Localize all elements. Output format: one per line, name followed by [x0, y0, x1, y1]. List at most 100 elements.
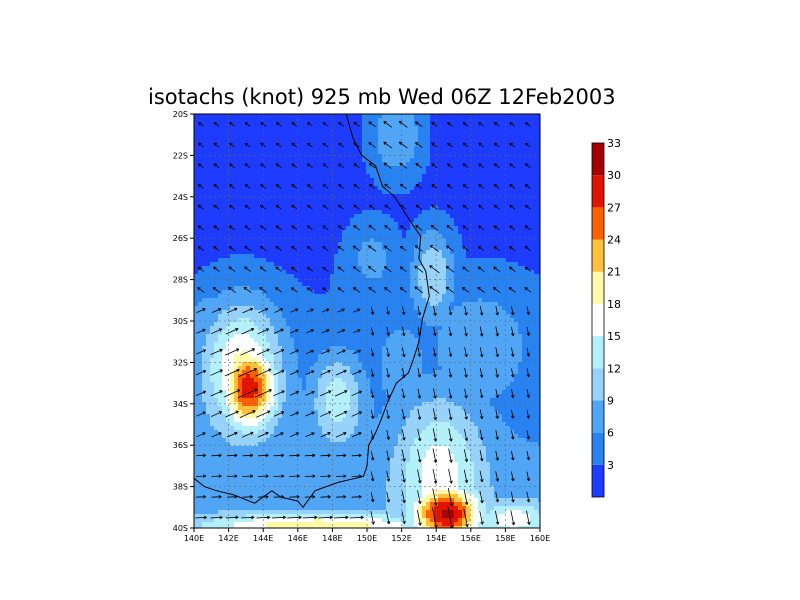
- wind-vector: [493, 122, 500, 127]
- wind-vector: [273, 390, 285, 397]
- wind-vector: [196, 474, 206, 478]
- wind-vector: [291, 225, 298, 231]
- wind-vector: [495, 347, 499, 358]
- wind-vector: [196, 432, 206, 438]
- wind-vector: [479, 510, 484, 525]
- wind-vector: [337, 245, 345, 252]
- wind-vector: [211, 495, 222, 499]
- wind-vector: [196, 495, 207, 499]
- wind-vector: [351, 411, 362, 417]
- wind-vector: [495, 430, 499, 440]
- wind-vector: [400, 204, 407, 210]
- wind-vector: [383, 120, 393, 128]
- wind-vector: [401, 306, 406, 315]
- wind-vector: [226, 431, 238, 438]
- wind-vector: [447, 163, 453, 169]
- wind-vector: [446, 204, 454, 210]
- y-tick-label: 24S: [173, 193, 188, 202]
- wind-vector: [448, 368, 453, 378]
- y-tick-label: 30S: [173, 317, 188, 326]
- colorbar-segment: [592, 336, 604, 369]
- wind-vector: [352, 266, 361, 273]
- wind-vector: [258, 307, 269, 314]
- wind-vector: [510, 347, 515, 357]
- wind-vector: [289, 453, 300, 458]
- wind-vector: [307, 142, 313, 148]
- wind-vector: [197, 246, 204, 251]
- wind-vector: [260, 163, 267, 168]
- wind-vector: [353, 287, 361, 293]
- wind-vector: [337, 287, 345, 293]
- wind-vector: [243, 286, 252, 294]
- wind-vector: [258, 495, 269, 499]
- wind-vector: [225, 515, 239, 520]
- wind-vector: [197, 225, 204, 231]
- wind-vector: [478, 142, 484, 148]
- colorbar-label: 33: [607, 137, 621, 150]
- wind-vector: [463, 489, 469, 505]
- wind-vector: [401, 347, 406, 358]
- wind-vector: [417, 490, 422, 504]
- wind-vector: [198, 122, 204, 127]
- wind-vector: [477, 266, 485, 272]
- wind-vector: [306, 287, 314, 293]
- wind-vector: [229, 122, 235, 127]
- wind-vector: [226, 474, 238, 478]
- wind-vector: [415, 183, 423, 189]
- wind-vector: [370, 450, 375, 461]
- wind-vector: [386, 306, 390, 315]
- wind-vector: [321, 329, 330, 334]
- wind-vector: [321, 349, 330, 355]
- wind-vector: [212, 287, 221, 293]
- wind-vector: [448, 388, 453, 399]
- wind-vector: [229, 163, 235, 168]
- colorbar-frame: [591, 142, 605, 498]
- wind-vector: [370, 327, 375, 336]
- wind-vector: [242, 474, 254, 478]
- y-tick-label: 22S: [173, 151, 188, 160]
- lat-lon-grid: [194, 114, 540, 528]
- colorbar-label: 6: [607, 427, 614, 440]
- wind-vector: [335, 369, 347, 376]
- wind-vector: [493, 142, 500, 148]
- wind-vector: [291, 184, 298, 189]
- wind-vector: [464, 428, 469, 441]
- wind-vector: [432, 428, 438, 442]
- wind-vector: [495, 326, 499, 337]
- wind-vector: [524, 266, 532, 272]
- wind-vector: [432, 408, 437, 421]
- wind-vector: [370, 430, 375, 440]
- wind-vector: [415, 204, 422, 210]
- wind-vector: [273, 349, 285, 355]
- wind-vector: [259, 286, 267, 293]
- colorbar-segment: [592, 271, 604, 304]
- wind-vector: [319, 390, 332, 397]
- wind-vector: [351, 390, 362, 397]
- wind-vector: [225, 328, 239, 335]
- wind-vector: [464, 306, 468, 316]
- wind-vector: [228, 246, 236, 252]
- wind-vector: [524, 225, 531, 231]
- wind-vector: [368, 245, 377, 252]
- wind-vector: [493, 184, 500, 189]
- wind-vector: [351, 495, 362, 499]
- wind-vector: [213, 204, 220, 210]
- wind-vector: [495, 368, 499, 378]
- wind-vector: [479, 450, 484, 462]
- y-tick-label: 32S: [173, 358, 188, 367]
- wind-vector: [433, 388, 437, 399]
- wind-vector: [256, 410, 271, 418]
- wind-vector: [447, 122, 453, 127]
- colorbar: 3 6 9 12 15 18 21 24 27 30 33: [591, 137, 621, 498]
- wind-vector: [478, 163, 484, 168]
- wind-vector: [510, 368, 515, 378]
- wind-vector: [386, 450, 391, 461]
- wind-vector: [402, 388, 406, 399]
- wind-vector: [349, 515, 364, 520]
- wind-vector: [399, 162, 408, 169]
- wind-vector: [337, 329, 346, 334]
- wind-vector: [335, 431, 347, 438]
- wind-vector: [275, 142, 282, 148]
- wind-vector: [417, 388, 422, 399]
- wind-vector: [495, 306, 499, 316]
